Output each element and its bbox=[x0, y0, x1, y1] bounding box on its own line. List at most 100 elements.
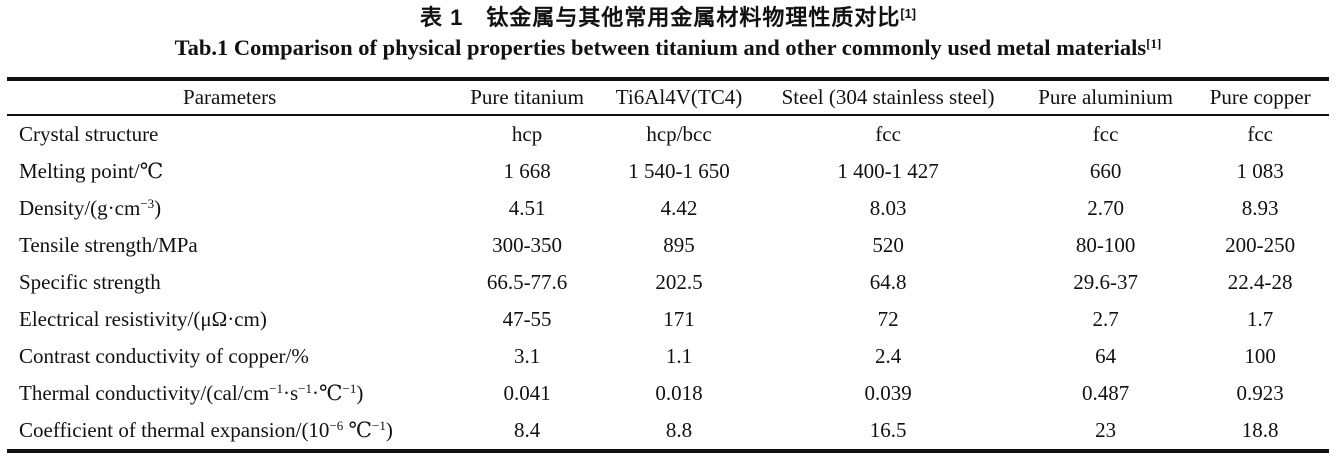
param-text: ℃ bbox=[343, 418, 373, 443]
value-cell: hcp/bcc bbox=[646, 122, 712, 146]
properties-comparison-table: Parameters Pure titanium Ti6Al4V(TC4) St… bbox=[7, 77, 1329, 453]
value-cell: 0.039 bbox=[864, 381, 912, 405]
superscript-text: −6 bbox=[329, 417, 344, 433]
table-row: Coefficient of thermal expansion/(10−6 ℃… bbox=[7, 412, 1329, 451]
column-header-pure-titanium: Pure titanium bbox=[452, 79, 602, 116]
value-cell: 8.8 bbox=[665, 418, 693, 442]
value-cell: 64 bbox=[1095, 344, 1117, 368]
header-row: Parameters Pure titanium Ti6Al4V(TC4) St… bbox=[7, 79, 1329, 116]
param-text: Specific strength bbox=[19, 270, 161, 294]
value-cell: 3.1 bbox=[513, 344, 541, 368]
value-cell: 4.51 bbox=[508, 196, 546, 220]
param-text: Electrical resistivity/(μΩ·cm) bbox=[19, 307, 267, 331]
value-cell: 8.03 bbox=[869, 196, 907, 220]
superscript-text: −1 bbox=[298, 380, 313, 396]
value-cell: 895 bbox=[663, 233, 695, 257]
param-text: Tensile strength/MPa bbox=[19, 233, 198, 257]
table-row: Tensile strength/MPa 300-350 895 520 80-100 2… bbox=[7, 227, 1329, 264]
value-cell: 2.4 bbox=[874, 344, 902, 368]
param-cell: Density/(g·cm−3) bbox=[7, 190, 452, 227]
value-cell: 80-100 bbox=[1075, 233, 1136, 257]
table-row: Contrast conductivity of copper/% 3.1 1.1 2… bbox=[7, 338, 1329, 375]
param-text: Density/(g·cm bbox=[19, 196, 141, 221]
param-text: Melting point/℃ bbox=[19, 159, 164, 183]
value-cell: 0.018 bbox=[655, 381, 703, 405]
param-text: ·℃ bbox=[312, 381, 343, 406]
value-cell: 520 bbox=[872, 233, 904, 257]
table-row: Melting point/℃ 1 668 1 540-1 650 1 400-1 4… bbox=[7, 153, 1329, 190]
value-cell: 66.5-77.6 bbox=[486, 270, 568, 294]
value-cell: 1 668 bbox=[503, 159, 551, 183]
param-text: ) bbox=[154, 196, 162, 221]
column-header-pure-aluminium: Pure aluminium bbox=[1019, 79, 1192, 116]
value-cell: 23 bbox=[1095, 418, 1117, 442]
value-cell: 1 400-1 427 bbox=[837, 159, 939, 183]
column-header-steel: Steel (304 stainless steel) bbox=[756, 79, 1020, 116]
param-text: ·s bbox=[283, 381, 299, 406]
value-cell: fcc bbox=[1247, 122, 1273, 146]
param-text: Coefficient of thermal expansion/(10 bbox=[19, 418, 330, 443]
value-cell: 16.5 bbox=[869, 418, 907, 442]
value-cell: 0.487 bbox=[1081, 381, 1130, 405]
value-cell: 1.1 bbox=[665, 344, 693, 368]
table-body: Crystal structure hcp hcp/bcc fcc fcc fcc Melt… bbox=[7, 115, 1329, 451]
value-cell: 1 540-1 650 bbox=[628, 159, 730, 183]
param-cell: Tensile strength/MPa bbox=[7, 227, 452, 264]
column-header-parameters: Parameters bbox=[7, 79, 453, 116]
value-cell: 29.6-37 bbox=[1073, 270, 1138, 294]
value-cell: 2.7 bbox=[1092, 307, 1119, 331]
value-cell: 202.5 bbox=[655, 270, 703, 294]
table-title-en: Tab.1 Comparison of physical properties … bbox=[0, 31, 1336, 61]
value-cell: 64.8 bbox=[869, 270, 907, 294]
value-cell: 2.70 bbox=[1087, 196, 1124, 220]
param-cell: Specific strength bbox=[7, 264, 452, 301]
citation-ref-en: [1] bbox=[1146, 36, 1162, 52]
value-cell: 100 bbox=[1244, 344, 1276, 368]
value-cell: hcp bbox=[511, 122, 543, 146]
superscript-text: −3 bbox=[140, 195, 155, 211]
value-cell: 171 bbox=[663, 307, 695, 331]
param-text: Contrast conductivity of copper/% bbox=[19, 344, 309, 368]
table-title-en-text: Tab.1 Comparison of physical properties … bbox=[174, 35, 1147, 61]
param-cell: Contrast conductivity of copper/% bbox=[7, 338, 452, 375]
value-cell: 8.4 bbox=[513, 418, 541, 442]
table-title-zh-text: 表 1 钛金属与其他常用金属材料物理性质对比 bbox=[420, 5, 901, 30]
table-row: Density/(g·cm−3) 4.51 4.42 8.03 2.70 8.93 bbox=[7, 190, 1329, 227]
value-cell: 300-350 bbox=[492, 233, 563, 257]
param-text: ) bbox=[356, 381, 364, 406]
value-cell: fcc bbox=[1092, 122, 1119, 146]
param-text: Crystal structure bbox=[19, 122, 159, 146]
value-cell: fcc bbox=[875, 122, 901, 146]
table-row: Electrical resistivity/(μΩ·cm) 47-55 171 72… bbox=[7, 301, 1329, 338]
value-cell: 8.93 bbox=[1241, 196, 1279, 220]
superscript-text: −1 bbox=[269, 380, 284, 396]
param-cell: Crystal structure bbox=[7, 115, 452, 153]
value-cell: 660 bbox=[1089, 159, 1122, 183]
param-text: Thermal conductivity/(cal/cm bbox=[19, 381, 270, 406]
param-text: ) bbox=[385, 418, 393, 443]
table-row: Thermal conductivity/(cal/cm−1·s−1·℃−1) 0… bbox=[7, 375, 1329, 412]
column-header-pure-copper: Pure copper bbox=[1191, 79, 1329, 116]
table-title-zh: 表 1 钛金属与其他常用金属材料物理性质对比[1] bbox=[0, 0, 1336, 31]
param-cell: Coefficient of thermal expansion/(10−6 ℃… bbox=[7, 412, 452, 451]
value-cell: 0.041 bbox=[503, 381, 551, 405]
value-cell: 1.7 bbox=[1247, 307, 1274, 331]
param-cell: Electrical resistivity/(μΩ·cm) bbox=[7, 301, 452, 338]
value-cell: 200-250 bbox=[1225, 233, 1296, 257]
value-cell: 1 083 bbox=[1236, 159, 1284, 183]
value-cell: 47-55 bbox=[502, 307, 552, 331]
column-header-ti6al4v: Ti6Al4V(TC4) bbox=[601, 79, 757, 116]
value-cell: 72 bbox=[877, 307, 899, 331]
table-row: Crystal structure hcp hcp/bcc fcc fcc fcc bbox=[7, 115, 1329, 153]
param-cell: Thermal conductivity/(cal/cm−1·s−1·℃−1) bbox=[7, 375, 452, 412]
superscript-text: −1 bbox=[372, 417, 386, 433]
value-cell: 22.4-28 bbox=[1227, 270, 1293, 294]
value-cell: 18.8 bbox=[1241, 418, 1279, 442]
table-row: Specific strength 66.5-77.6 202.5 64.8 29.6-… bbox=[7, 264, 1329, 301]
citation-ref-zh: [1] bbox=[900, 5, 916, 21]
param-cell: Melting point/℃ bbox=[7, 153, 452, 190]
value-cell: 4.42 bbox=[660, 196, 698, 220]
value-cell: 0.923 bbox=[1236, 381, 1284, 405]
superscript-text: −1 bbox=[342, 380, 357, 396]
